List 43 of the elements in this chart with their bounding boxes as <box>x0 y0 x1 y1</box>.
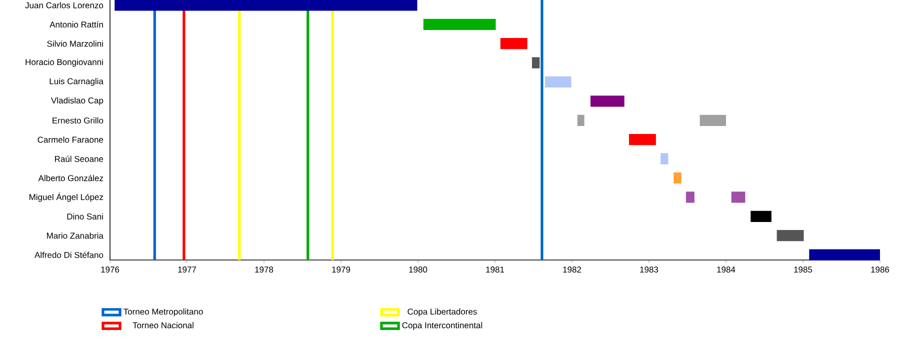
legend-label: Torneo Nacional <box>132 322 194 328</box>
y-tick-label: Vladislao Cap <box>51 97 104 106</box>
y-tick-label: Horacio Bongiovanni <box>26 58 103 67</box>
x-tick-label: 1981 <box>486 266 504 273</box>
y-tick-label: Alberto González <box>38 174 104 182</box>
y-tick-label: Luis Carnaglia <box>50 78 104 86</box>
y-tick-label: Dino Sani <box>67 213 103 220</box>
bar <box>423 18 496 30</box>
x-tick-label: 1986 <box>871 266 890 273</box>
bar <box>628 134 656 146</box>
bar <box>545 76 572 88</box>
bar <box>500 38 528 50</box>
bar <box>590 96 624 107</box>
x-tick-label: 1983 <box>640 266 658 273</box>
y-tick-label: Ernesto Grillo <box>52 117 104 124</box>
y-tick-label: Juan Carlos Lorenzo <box>25 2 104 8</box>
bar <box>660 153 668 164</box>
bar <box>750 210 772 222</box>
bar <box>532 57 540 68</box>
x-tick-label: 1984 <box>717 266 736 273</box>
legend-label: Copa Intercontinental <box>402 322 482 330</box>
x-tick-label: 1985 <box>794 266 812 273</box>
bar <box>776 230 804 242</box>
y-tick-label: Antonio Rattín <box>50 21 103 28</box>
x-tick-label: 1977 <box>178 266 196 273</box>
legend-label: Torneo Metropolitano <box>124 308 203 316</box>
x-tick-label: 1976 <box>101 266 120 273</box>
bar <box>809 249 880 260</box>
y-tick-label: Raúl Seoane <box>55 156 104 162</box>
y-tick-label: Carmelo Faraone <box>38 136 104 143</box>
y-tick-label: Alfredo Di Stéfano <box>34 252 104 258</box>
x-tick-label: 1982 <box>563 266 582 273</box>
bar <box>731 192 746 203</box>
y-tick-label: Mario Zanabria <box>47 232 104 239</box>
y-tick-label: Miguel Ángel López <box>30 192 104 202</box>
y-tick-label: Silvio Marzolini <box>47 40 103 47</box>
x-tick-label: 1978 <box>255 266 274 273</box>
bar <box>114 0 418 11</box>
x-tick-label: 1979 <box>332 266 350 273</box>
x-tick-label: 1980 <box>409 266 428 273</box>
legend-label: Copa Libertadores <box>408 308 477 316</box>
bar <box>674 172 682 184</box>
bar <box>700 114 726 126</box>
